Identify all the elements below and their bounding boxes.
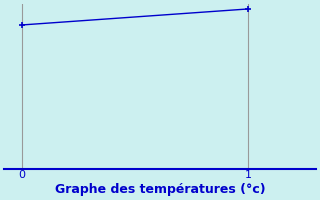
X-axis label: Graphe des températures (°c): Graphe des températures (°c)	[55, 183, 265, 196]
